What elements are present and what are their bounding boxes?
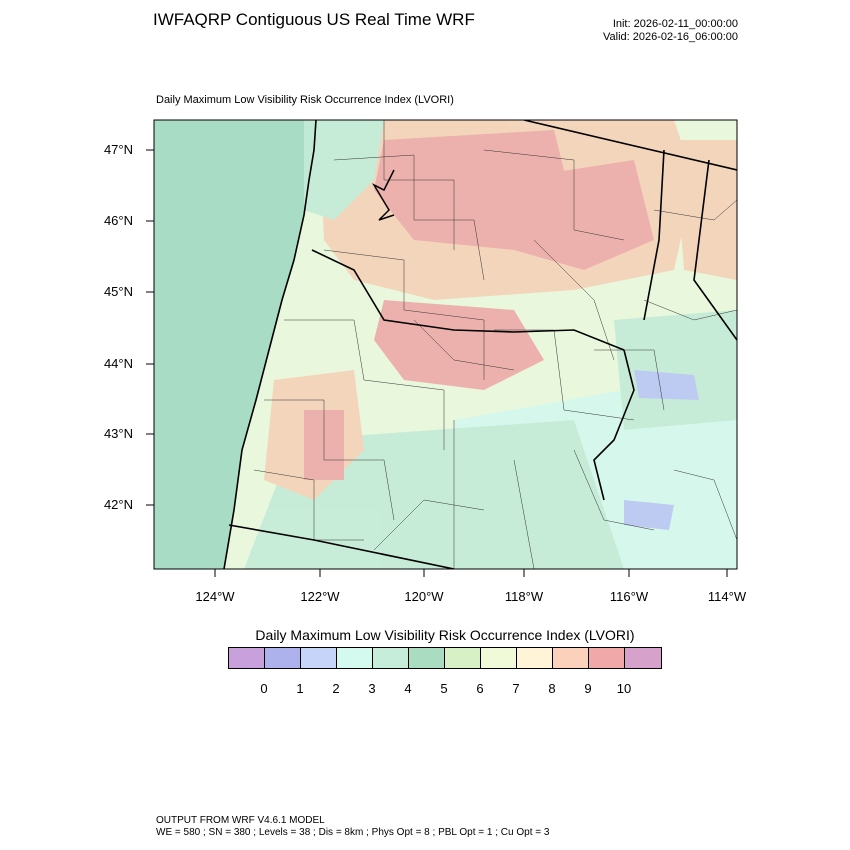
lon-label-120: 120°W (404, 589, 444, 604)
lat-label-46: 46°N (103, 213, 133, 228)
lon-label-116: 116°W (609, 589, 649, 604)
colorbar-box (445, 648, 481, 668)
lat-label-43: 43°N (103, 426, 133, 441)
risk-zone-east-mid (614, 310, 737, 430)
colorbar-box (553, 648, 589, 668)
map-panel[interactable] (154, 120, 737, 569)
colorbar-label: 1 (296, 681, 304, 696)
lat-label-44: 44°N (103, 356, 133, 371)
lat-label-47: 47°N (103, 142, 133, 157)
colorbar (228, 647, 662, 669)
colorbar-box (265, 648, 301, 668)
colorbar-box (589, 648, 625, 668)
colorbar-box (301, 648, 337, 668)
colorbar-label: 9 (584, 681, 592, 696)
lon-ticks (214, 569, 728, 577)
risk-zone-high-3 (674, 140, 737, 280)
colorbar-box (517, 648, 553, 668)
colorbar-box (625, 648, 661, 668)
colorbar-box (229, 648, 265, 668)
lat-label-45: 45°N (103, 284, 133, 299)
init-time: Init: 2026-02-11_00:00:00 (612, 18, 738, 30)
map-title: Daily Maximum Low Visibility Risk Occurr… (156, 94, 454, 106)
colorbar-box (373, 648, 409, 668)
colorbar-box (337, 648, 373, 668)
colorbar-label: 4 (404, 681, 412, 696)
map-svg (154, 120, 737, 569)
colorbar-label: 8 (548, 681, 556, 696)
colorbar-label: 3 (368, 681, 376, 696)
lon-label-122: 122°W (300, 589, 340, 604)
valid-time: Valid: 2026-02-16_06:00:00 (603, 31, 738, 43)
footer-model: OUTPUT FROM WRF V4.6.1 MODEL (156, 815, 325, 826)
colorbar-label: 2 (332, 681, 340, 696)
colorbar-box (409, 648, 445, 668)
lon-label-118: 118°W (504, 589, 544, 604)
lon-label-124: 124°W (195, 589, 235, 604)
lat-label-42: 42°N (103, 497, 133, 512)
colorbar-label: 7 (512, 681, 520, 696)
colorbar-label: 0 (260, 681, 268, 696)
main-title: IWFAQRP Contiguous US Real Time WRF (153, 10, 475, 29)
footer-config: WE = 580 ; SN = 380 ; Levels = 38 ; Dis … (156, 827, 550, 838)
lat-ticks (146, 149, 154, 506)
colorbar-label: 5 (440, 681, 448, 696)
colorbar-box (481, 648, 517, 668)
colorbar-title: Daily Maximum Low Visibility Risk Occurr… (255, 627, 635, 643)
lon-label-114: 114°W (707, 589, 747, 604)
colorbar-label: 6 (476, 681, 484, 696)
colorbar-label: 10 (616, 681, 632, 696)
